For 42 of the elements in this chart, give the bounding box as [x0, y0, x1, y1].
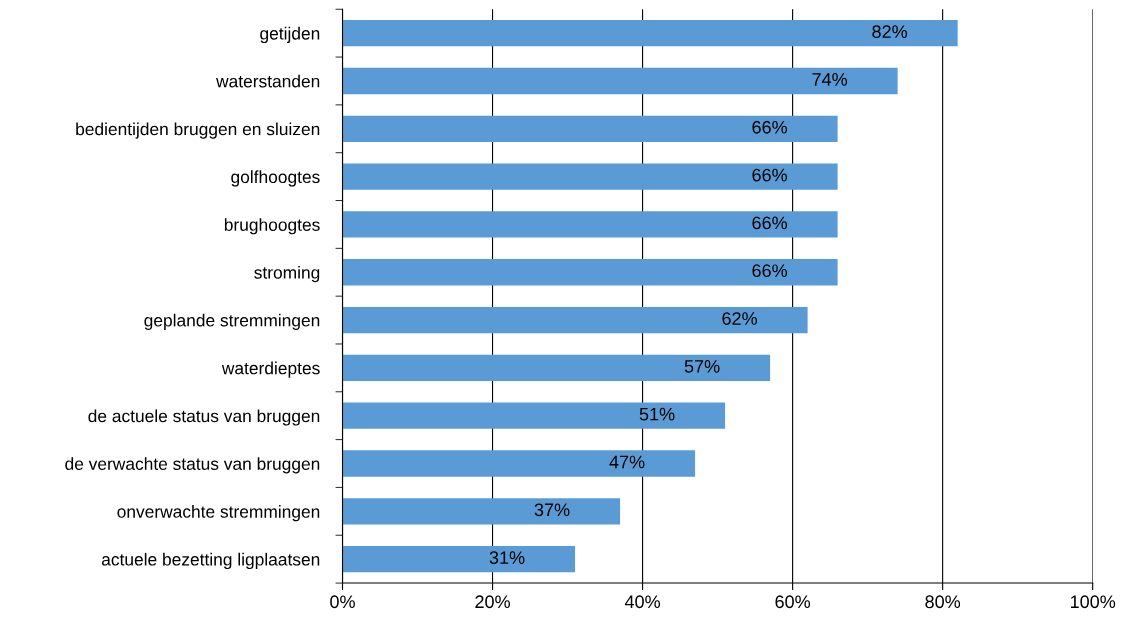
- data-label: 51%: [639, 407, 675, 421]
- data-label: 82%: [872, 25, 908, 39]
- x-tick-label: 0%: [330, 595, 355, 609]
- y-tick-label: onverwachte stremmingen: [117, 505, 320, 522]
- bar: [342, 20, 958, 47]
- y-tick-label: de verwachte status van bruggen: [65, 457, 320, 474]
- data-label: 74%: [812, 73, 848, 86]
- y-tick-label: waterstanden: [216, 74, 320, 88]
- x-tick-label: 60%: [775, 595, 811, 609]
- bar: [342, 259, 838, 286]
- y-tick-label: actuele bezetting ligplaatsen: [101, 552, 320, 570]
- bar: [342, 306, 808, 334]
- y-tick-label: de actuele status van bruggen: [88, 409, 320, 426]
- data-label: 66%: [752, 120, 788, 134]
- data-label: 31%: [489, 551, 525, 564]
- data-label: 66%: [752, 264, 788, 278]
- y-tick-label: bedientijden bruggen en sluizen: [76, 122, 320, 139]
- data-label: 37%: [534, 503, 570, 517]
- bar: [342, 450, 696, 477]
- x-tick-label: 80%: [925, 595, 961, 609]
- bar: [342, 546, 576, 573]
- data-label: 47%: [609, 455, 645, 469]
- y-tick-label: stroming: [254, 265, 320, 283]
- data-label: 62%: [722, 312, 757, 325]
- bar: [342, 211, 838, 238]
- y-tick-label: waterdieptes: [221, 361, 320, 378]
- x-tick-label: 20%: [475, 595, 510, 609]
- y-tick-label: getijden: [260, 26, 320, 44]
- bar: [342, 402, 726, 429]
- bar: [342, 163, 838, 190]
- bar: [342, 67, 898, 95]
- bar: [342, 115, 838, 142]
- data-label: 66%: [752, 216, 788, 230]
- bar: [342, 354, 771, 382]
- bar: [342, 498, 621, 525]
- y-tick-label: brughoogtes: [224, 218, 320, 235]
- y-tick-label: geplande stremmingen: [144, 313, 320, 330]
- x-tick-label: 40%: [624, 595, 661, 609]
- data-label: 57%: [684, 360, 720, 373]
- x-tick-label: 100%: [1070, 595, 1116, 609]
- y-tick-label: golfhoogtes: [231, 170, 320, 187]
- data-label: 66%: [752, 168, 788, 182]
